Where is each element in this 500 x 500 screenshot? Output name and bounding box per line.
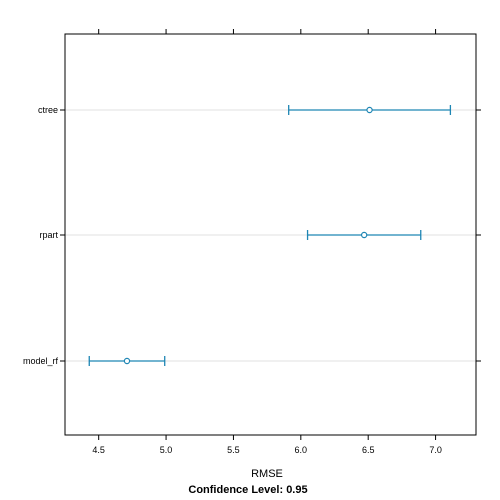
x-tick-label-6.5: 6.5 [362,445,375,455]
category-labels: ctree rpart model_rf [23,105,59,366]
category-label-ctree: ctree [38,105,58,115]
point-ctree [366,106,373,114]
category-label-rpart: rpart [39,230,58,240]
x-tick-label-5.5: 5.5 [227,445,240,455]
point-rpart [360,231,368,239]
x-tick-label-7.0: 7.0 [429,445,442,455]
point-model_rf [123,357,131,365]
x-tick-label-6.0: 6.0 [295,445,308,455]
interval-model_rf [88,356,166,366]
x-tick-label-4.5: 4.5 [92,445,105,455]
category-label-model_rf: model_rf [23,356,59,366]
x-tick-label-5.0: 5.0 [160,445,173,455]
interval-ctree [288,105,452,115]
interval-marks [88,105,452,366]
chart-subtitle: Confidence Level: 0.95 [188,484,307,496]
interval-rpart [306,230,422,240]
axis-ticks: 4.5 5.0 5.5 6.0 6.5 7.0 [60,29,481,455]
x-axis-title: RMSE [251,468,283,480]
